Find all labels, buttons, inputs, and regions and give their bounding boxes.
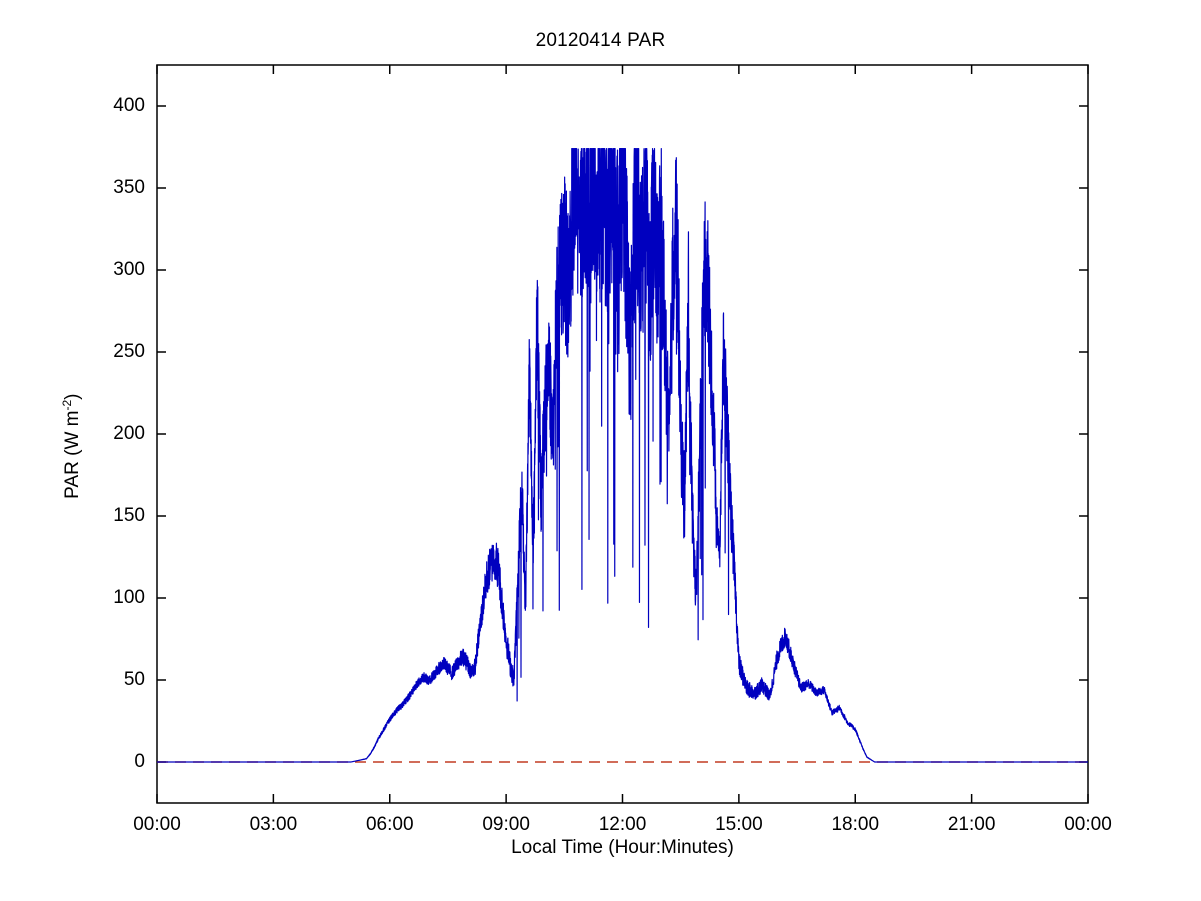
x-tick-label: 06:00 — [365, 814, 414, 835]
x-tick-label: 12:00 — [598, 814, 647, 835]
y-tick-label: 100 — [113, 587, 145, 608]
y-tick-label: 300 — [113, 259, 145, 280]
x-tick-label: 03:00 — [249, 814, 298, 835]
y-tick-label: 0 — [134, 751, 145, 772]
x-tick-label: 15:00 — [715, 814, 763, 835]
y-tick-label: 200 — [113, 423, 145, 444]
x-tick-label: 21:00 — [947, 814, 996, 835]
x-axis-label: Local Time (Hour:Minutes) — [511, 837, 734, 858]
x-tick-label: 09:00 — [482, 814, 530, 835]
y-tick-label: 50 — [123, 669, 145, 690]
y-tick-label: 150 — [113, 505, 145, 526]
data-series-par — [156, 148, 1089, 763]
y-tick-label: 350 — [113, 177, 145, 198]
x-tick-label: 18:00 — [831, 814, 880, 835]
y-tick-label: 400 — [113, 95, 145, 116]
x-tick-label: 00:00 — [1064, 814, 1112, 835]
x-tick-label: 00:00 — [133, 814, 181, 835]
x-axis-ticks — [156, 65, 1089, 803]
series-line-par — [156, 148, 1089, 763]
chart-title: 20120414 PAR — [535, 30, 666, 51]
y-tick-label: 250 — [113, 341, 145, 362]
